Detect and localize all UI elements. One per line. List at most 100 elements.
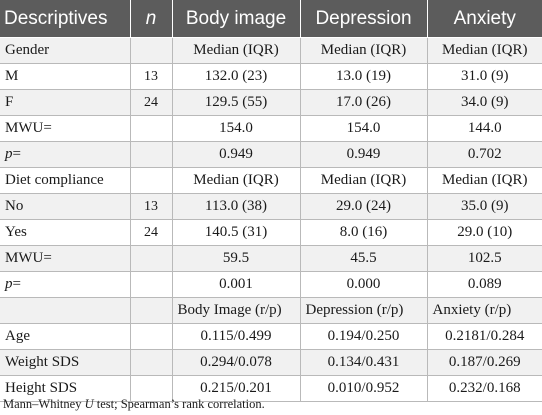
row-depression-value: 154.0: [299, 115, 428, 142]
row-depression-value: Median (IQR): [299, 167, 428, 194]
row-anxiety-value: 0.187/0.269: [426, 349, 542, 376]
row-depression-value: 45.5: [299, 245, 428, 272]
row-label: Yes: [0, 219, 131, 246]
row-anxiety-value: 29.0 (10): [426, 219, 542, 246]
row-anxiety-value: 0.702: [426, 141, 542, 168]
row-anxiety-value: 34.0 (9): [426, 89, 542, 116]
row-body-value: 113.0 (38): [171, 193, 301, 220]
row-anxiety-value: 102.5: [426, 245, 542, 272]
row-label-suffix: =: [12, 276, 21, 292]
table-row: Yes 24 140.5 (31) 8.0 (16) 29.0 (10): [0, 219, 542, 246]
row-depression-value: 8.0 (16): [299, 219, 428, 246]
table-body: Gender Median (IQR) Median (IQR) Median (IQ…: [0, 37, 542, 402]
row-label: p=: [0, 141, 131, 168]
row-anxiety-value: 31.0 (9): [426, 63, 542, 90]
row-label: Gender: [0, 37, 131, 64]
row-label: Diet compliance: [0, 167, 131, 194]
row-label: Age: [0, 323, 131, 350]
table-row: Diet compliance Median (IQR) Median (IQR) M…: [0, 167, 542, 194]
row-depression-value: 0.194/0.250: [299, 323, 428, 350]
row-n: [129, 141, 173, 168]
row-anxiety-value: Median (IQR): [426, 167, 542, 194]
row-body-value: 154.0: [171, 115, 301, 142]
row-depression-value: Median (IQR): [299, 37, 428, 64]
row-depression-value: 13.0 (19): [299, 63, 428, 90]
row-label: p=: [0, 271, 131, 298]
row-label: No: [0, 193, 131, 220]
row-anxiety-value: 0.089: [426, 271, 542, 298]
table-row: Weight SDS 0.294/0.078 0.134/0.431 0.187/0.…: [0, 349, 542, 376]
row-label-prefix: p: [5, 276, 13, 292]
header-descriptives: Descriptives: [0, 0, 131, 38]
row-anxiety-value: 0.232/0.168: [426, 375, 542, 402]
table-footnote: Mann–Whitney U test; Spearman’s rank cor…: [3, 397, 265, 412]
header-depression: Depression: [299, 0, 428, 38]
table-row: p= 0.001 0.000 0.089: [0, 271, 542, 298]
footnote-part2: test; Spearman’s rank correlation.: [93, 397, 265, 411]
row-body-value: 140.5 (31): [171, 219, 301, 246]
row-n: 13: [129, 193, 173, 220]
table-row: F 24 129.5 (55) 17.0 (26) 34.0 (9): [0, 89, 542, 116]
row-anxiety-value: 35.0 (9): [426, 193, 542, 220]
row-anxiety-value: 144.0: [426, 115, 542, 142]
row-depression-value: 0.010/0.952: [299, 375, 428, 402]
row-body-value: Median (IQR): [171, 37, 301, 64]
table-row: No 13 113.0 (38) 29.0 (24) 35.0 (9): [0, 193, 542, 220]
row-body-value: Median (IQR): [171, 167, 301, 194]
row-body-value: 129.5 (55): [171, 89, 301, 116]
row-n: [129, 349, 173, 376]
table-row: Height SDS 0.215/0.201 0.010/0.952 0.232/0.…: [0, 375, 542, 402]
row-depression-value: 29.0 (24): [299, 193, 428, 220]
row-body-value: 132.0 (23): [171, 63, 301, 90]
row-depression-value: 0.000: [299, 271, 428, 298]
row-depression-value: 0.134/0.431: [299, 349, 428, 376]
table-header-row: Descriptives n Body image Depression Anx…: [0, 0, 542, 38]
row-n: [129, 245, 173, 272]
table-row: MWU= 59.5 45.5 102.5: [0, 245, 542, 272]
row-n: 24: [129, 89, 173, 116]
row-label: [0, 297, 131, 324]
row-anxiety-value: Anxiety (r/p): [426, 297, 542, 324]
row-label: Weight SDS: [0, 349, 131, 376]
row-n: 13: [129, 63, 173, 90]
table-row: Gender Median (IQR) Median (IQR) Median (IQ…: [0, 37, 542, 64]
row-body-value: 0.115/0.499: [171, 323, 301, 350]
header-n: n: [129, 0, 173, 38]
row-n: [129, 271, 173, 298]
row-label: MWU=: [0, 245, 131, 272]
descriptives-table: Descriptives n Body image Depression Anx…: [0, 0, 542, 402]
row-body-value: 0.215/0.201: [171, 375, 301, 402]
table-row: MWU= 154.0 154.0 144.0: [0, 115, 542, 142]
row-label-prefix: p: [5, 146, 13, 162]
row-n: [129, 297, 173, 324]
header-anxiety: Anxiety: [426, 0, 542, 38]
row-body-value: 0.949: [171, 141, 301, 168]
row-body-value: 0.294/0.078: [171, 349, 301, 376]
row-label-suffix: =: [12, 146, 21, 162]
row-depression-value: 17.0 (26): [299, 89, 428, 116]
row-depression-value: Depression (r/p): [299, 297, 428, 324]
table-row: Body Image (r/p) Depression (r/p) Anxiety …: [0, 297, 542, 324]
row-n: [129, 167, 173, 194]
row-body-value: 59.5: [171, 245, 301, 272]
row-n: [129, 323, 173, 350]
row-label: MWU=: [0, 115, 131, 142]
footnote-u: U: [84, 397, 94, 411]
row-anxiety-value: Median (IQR): [426, 37, 542, 64]
table-row: p= 0.949 0.949 0.702: [0, 141, 542, 168]
row-n: [129, 375, 173, 402]
row-n: [129, 37, 173, 64]
row-n: 24: [129, 219, 173, 246]
row-n: [129, 115, 173, 142]
row-depression-value: 0.949: [299, 141, 428, 168]
row-body-value: 0.001: [171, 271, 301, 298]
row-label: Height SDS: [0, 375, 131, 402]
footnote-part1: Mann–Whitney: [3, 397, 85, 411]
row-body-value: Body Image (r/p): [171, 297, 301, 324]
row-label: M: [0, 63, 131, 90]
row-anxiety-value: 0.2181/0.284: [426, 323, 542, 350]
table-row: M 13 132.0 (23) 13.0 (19) 31.0 (9): [0, 63, 542, 90]
table-row: Age 0.115/0.499 0.194/0.250 0.2181/0.284: [0, 323, 542, 350]
header-body-image: Body image: [171, 0, 301, 38]
row-label: F: [0, 89, 131, 116]
